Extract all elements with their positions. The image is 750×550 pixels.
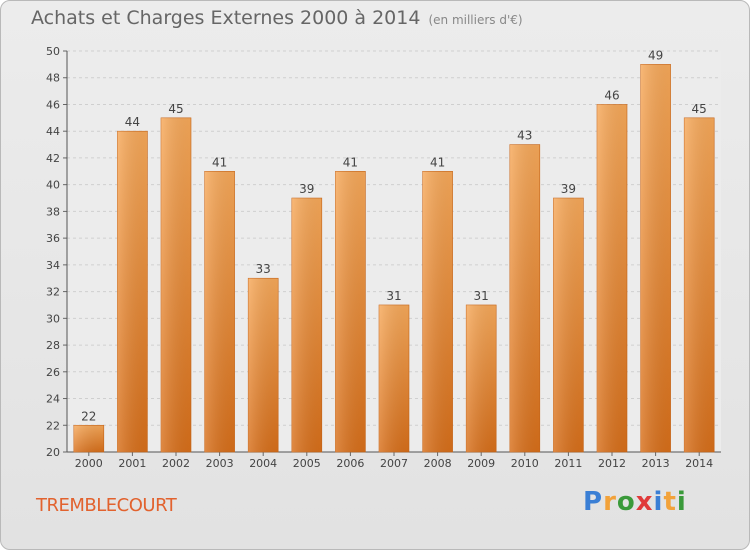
logo-letter: r [603, 487, 617, 517]
bar-value-label: 46 [604, 88, 619, 102]
logo-letter: i [653, 487, 664, 517]
bar-shading [248, 278, 279, 452]
y-tick-label: 42 [46, 152, 60, 165]
bar-shading [335, 171, 366, 453]
y-tick-label: 32 [46, 286, 60, 299]
y-tick-label: 34 [46, 259, 60, 272]
bar-shading [509, 144, 540, 453]
bar-shading [379, 304, 409, 452]
y-tick-label: 48 [46, 72, 60, 85]
bar-value-label: 45 [692, 102, 707, 116]
logo-letter: P [583, 487, 604, 517]
y-tick-label: 38 [46, 205, 60, 218]
bar-shading [597, 104, 627, 452]
x-tick-label: 2003 [206, 457, 234, 470]
logo-letter: i [676, 487, 687, 517]
bars [73, 64, 715, 453]
bar-shading [640, 64, 671, 452]
x-tick-label: 2009 [467, 457, 495, 470]
bar-shading [422, 171, 453, 453]
bar-value-label: 22 [81, 409, 96, 423]
bar-value-label: 39 [561, 182, 576, 196]
chart-title: Achats et Charges Externes 2000 à 2014 (e… [31, 7, 523, 29]
logo-letter: o [616, 487, 636, 517]
x-tick-label: 2004 [249, 457, 277, 470]
x-tick-label: 2013 [642, 457, 670, 470]
bar-shading [161, 117, 191, 452]
chart-title-text: Achats et Charges Externes 2000 à 2014 [31, 7, 421, 29]
x-tick-label: 2006 [336, 457, 364, 470]
x-tick-label: 2008 [424, 457, 452, 470]
bar-shading [684, 117, 715, 452]
bar-shading [204, 171, 235, 453]
x-tick-label: 2000 [75, 457, 103, 470]
bar-value-label: 31 [386, 289, 401, 303]
x-tick-label: 2011 [554, 457, 582, 470]
bar-value-label: 49 [648, 48, 663, 62]
y-tick-label: 20 [46, 446, 60, 459]
place-name: TREMBLECOURT [36, 495, 177, 516]
bar-value-label: 44 [125, 115, 140, 129]
logo-letter: t [663, 487, 677, 517]
labels: 22 44 45 41 33 39 41 31 41 31 43 39 46 49 45 [81, 48, 707, 423]
x-tick-label: 2007 [380, 457, 408, 470]
x-tick-label: 2001 [118, 457, 146, 470]
x-tick-label: 2010 [511, 457, 539, 470]
x-tick-label: 2012 [598, 457, 626, 470]
bar-shading [291, 198, 322, 452]
chart-subtitle: (en milliers d'€) [428, 13, 523, 27]
y-tick-label: 28 [46, 339, 60, 352]
y-tick-label: 50 [46, 45, 60, 58]
y-tick-label: 40 [46, 179, 60, 192]
bar-value-label: 39 [299, 182, 314, 196]
bar-shading [73, 425, 104, 452]
y-tick-label: 26 [46, 366, 60, 379]
proxiti-logo: Proxiti [583, 487, 687, 517]
x-tick-label: 2005 [293, 457, 321, 470]
y-tick-label: 46 [46, 98, 60, 111]
bar-shading [117, 131, 148, 452]
bar-value-label: 41 [212, 155, 227, 169]
bar-value-label: 43 [517, 129, 532, 143]
bar-value-label: 41 [343, 155, 358, 169]
x-tick-label: 2002 [162, 457, 190, 470]
y-tick-label: 44 [46, 125, 60, 138]
bar-value-label: 31 [474, 289, 489, 303]
bar-value-label: 45 [168, 102, 183, 116]
y-tick-label: 24 [46, 393, 60, 406]
x-tick-label: 2014 [685, 457, 713, 470]
logo-letter: x [635, 487, 654, 517]
bar-shading [466, 304, 497, 452]
bar-shading [553, 198, 584, 452]
bar-value-label: 41 [430, 155, 445, 169]
y-tick-label: 22 [46, 419, 60, 432]
bar-value-label: 33 [256, 262, 271, 276]
y-tick-label: 36 [46, 232, 60, 245]
y-tick-label: 30 [46, 312, 60, 325]
